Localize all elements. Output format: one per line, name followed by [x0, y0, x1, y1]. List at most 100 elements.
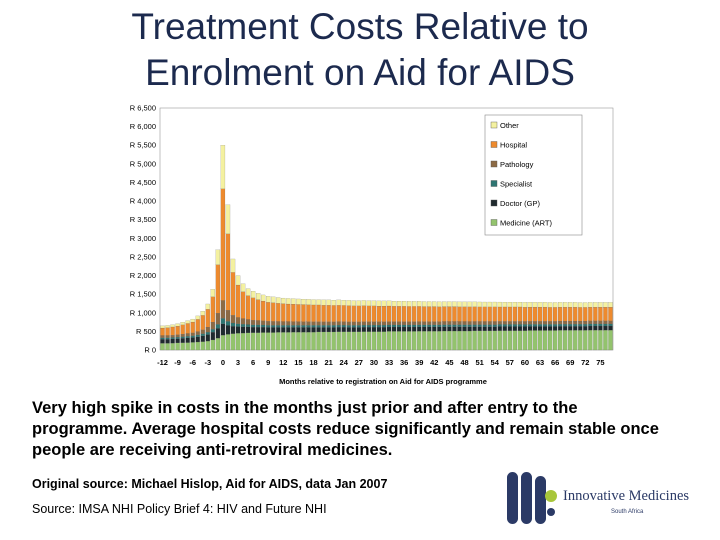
bar-segment — [391, 306, 397, 322]
bar-segment — [296, 332, 301, 351]
bar-segment — [351, 321, 356, 326]
bar-segment — [507, 302, 512, 308]
bar-segment — [276, 321, 281, 326]
bar-segment — [276, 332, 281, 351]
bar-segment — [396, 324, 402, 328]
bar-segment — [311, 304, 316, 322]
bar-segment — [532, 326, 538, 331]
bar-segment — [517, 324, 523, 327]
bar-segment — [230, 272, 236, 316]
bar-segment — [240, 318, 246, 325]
bar-segment — [527, 306, 533, 322]
bar-segment — [598, 307, 603, 321]
x-tick-label: 72 — [581, 358, 589, 367]
bar-segment — [346, 305, 351, 322]
bar-segment — [588, 302, 593, 308]
bar-segment — [588, 330, 593, 351]
bar-segment — [552, 307, 558, 322]
bar-segment — [522, 302, 528, 308]
bar-segment — [532, 324, 538, 327]
bar-segment — [286, 298, 291, 305]
bar-segment — [417, 324, 422, 327]
bar-segment — [547, 321, 553, 325]
bar-segment — [457, 330, 462, 351]
bar-segment — [462, 330, 467, 351]
bar-segment — [205, 303, 210, 310]
bar-segment — [427, 301, 432, 307]
bar-segment — [558, 330, 563, 351]
bar-segment — [170, 337, 175, 340]
bar-segment — [568, 302, 573, 308]
bar-segment — [598, 302, 603, 308]
bar-segment — [225, 321, 231, 326]
bar-segment — [396, 301, 402, 307]
bar-segment — [407, 326, 412, 332]
bar-segment — [331, 305, 336, 322]
bar-segment — [412, 301, 417, 307]
y-tick-label: R 1,000 — [130, 308, 156, 317]
bar-segment — [341, 324, 346, 328]
bar-segment — [235, 333, 241, 351]
bar-segment — [573, 324, 578, 327]
bar-segment — [286, 332, 291, 351]
bar-segment — [301, 304, 306, 322]
bar-segment — [185, 323, 190, 334]
bar-segment — [271, 321, 276, 326]
bar-segment — [205, 334, 210, 342]
innovative-medicines-logo: Innovative Medicines South Africa — [507, 472, 689, 524]
bar-segment — [240, 291, 246, 319]
bar-segment — [366, 324, 372, 328]
bar-segment — [376, 324, 382, 328]
bar-segment — [593, 302, 598, 308]
bar-segment — [366, 327, 372, 332]
bar-segment — [512, 326, 517, 331]
x-tick-label: 12 — [279, 358, 287, 367]
bar-segment — [326, 327, 331, 333]
bar-segment — [593, 307, 598, 321]
bar-segment — [447, 301, 452, 307]
bar-segment — [346, 300, 351, 306]
bar-segment — [452, 324, 457, 327]
bar-segment — [412, 324, 417, 328]
bar-segment — [462, 301, 467, 307]
bar-segment — [422, 331, 427, 351]
y-tick-label: R 1,500 — [130, 290, 156, 299]
legend-label: Pathology — [500, 160, 534, 169]
bar-segment — [351, 325, 356, 328]
bar-segment — [522, 321, 528, 325]
bar-segment — [568, 330, 573, 351]
bar-segment — [381, 331, 387, 351]
bar-segment — [512, 330, 517, 351]
bar-segment — [578, 324, 583, 327]
bar-segment — [286, 321, 291, 326]
bar-segment — [361, 324, 366, 328]
bar-segment — [180, 342, 185, 351]
bar-segment — [482, 326, 487, 331]
bar-segment — [467, 306, 472, 322]
bar-segment — [472, 324, 477, 327]
x-tick-label: 69 — [566, 358, 574, 367]
bar-segment — [311, 332, 316, 351]
bar-segment — [256, 327, 261, 333]
bar-segment — [482, 306, 487, 322]
bar-segment — [401, 301, 407, 307]
x-tick-label: -9 — [174, 358, 181, 367]
bar-segment — [583, 307, 588, 322]
bar-segment — [407, 331, 412, 351]
bar-segment — [301, 325, 306, 328]
bar-segment — [200, 315, 205, 330]
bar-segment — [522, 324, 528, 327]
bar-segment — [220, 323, 226, 336]
bar-segment — [452, 321, 457, 325]
bar-segment — [391, 301, 397, 307]
bar-segment — [180, 324, 185, 335]
bar-segment — [467, 321, 472, 325]
bar-segment — [487, 306, 492, 322]
bar-segment — [215, 328, 221, 339]
bar-segment — [250, 297, 256, 321]
bar-segment — [316, 331, 321, 351]
bar-segment — [608, 330, 613, 351]
bar-segment — [291, 321, 296, 326]
bar-segment — [472, 330, 477, 351]
bar-segment — [573, 302, 578, 308]
